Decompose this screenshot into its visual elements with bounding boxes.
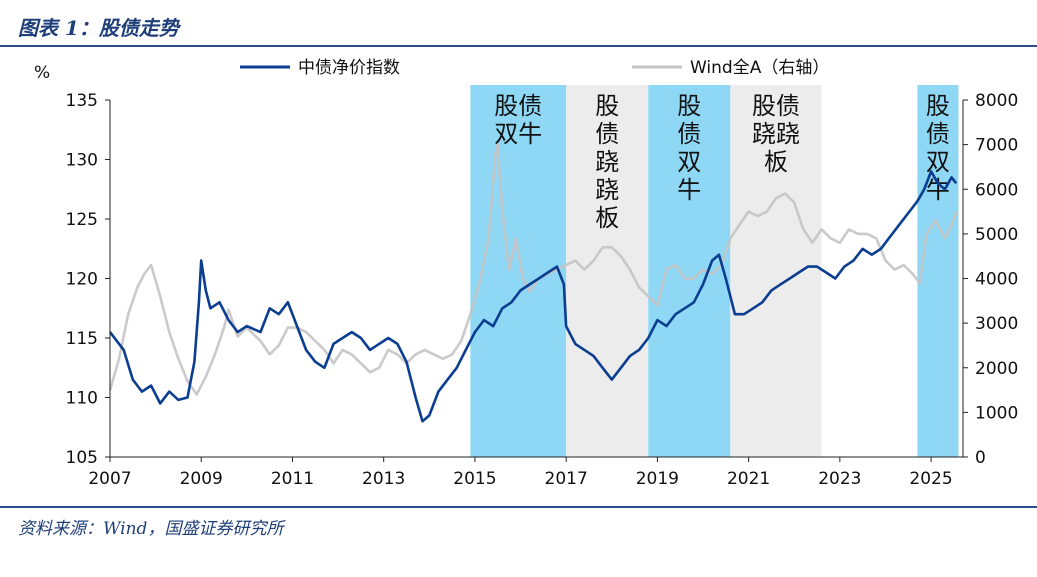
region-label-1-3: 跷: [595, 176, 619, 204]
region-band-3: [730, 85, 822, 457]
region-label-2-2: 双: [677, 148, 701, 176]
x-tick-label-1: 2009: [180, 469, 223, 489]
x-tick-label-9: 2025: [909, 469, 952, 489]
region-label-1-4: 板: [595, 204, 619, 232]
y-left-tick-label-4: 125: [66, 210, 98, 230]
region-label-4-3: 牛: [926, 176, 950, 204]
top-divider: [0, 45, 1037, 47]
region-label-1-0: 股: [595, 92, 619, 120]
x-tick-label-6: 2019: [636, 469, 679, 489]
y-left-tick-label-5: 130: [66, 151, 98, 171]
region-label-3-1: 跷跷: [752, 120, 800, 148]
region-label-3-0: 股债: [752, 92, 800, 120]
y-right-tick-label-8: 8000: [975, 91, 1018, 111]
region-label-4-2: 双: [926, 148, 950, 176]
x-tick-label-0: 2007: [88, 469, 131, 489]
y-right-tick-label-5: 5000: [975, 225, 1018, 245]
y-right-tick-label-3: 3000: [975, 314, 1018, 334]
y-left-tick-label-2: 115: [66, 329, 98, 349]
region-label-4-0: 股: [926, 92, 950, 120]
y-left-tick-label-1: 110: [66, 389, 98, 409]
y-right-tick-label-2: 2000: [975, 359, 1018, 379]
y-left-tick-label-6: 135: [66, 91, 98, 111]
region-label-3-2: 板: [764, 148, 788, 176]
region-band-1: [566, 85, 649, 457]
y-right-tick-label-6: 6000: [975, 180, 1018, 200]
y-right-tick-label-0: 0: [975, 448, 986, 468]
bottom-divider: [0, 506, 1037, 508]
x-tick-label-5: 2017: [545, 469, 588, 489]
regions-layer: [470, 85, 959, 457]
legend: 中债净价指数 Wind全A（右轴）: [240, 58, 829, 78]
region-label-1-1: 债: [595, 120, 619, 148]
series-line-0: [108, 170, 958, 423]
legend-label-0: 中债净价指数: [298, 58, 400, 78]
region-label-0-1: 双牛: [494, 120, 542, 148]
x-tick-label-7: 2021: [727, 469, 770, 489]
y-right-tick-label-1: 1000: [975, 403, 1018, 423]
y-left-tick-label-0: 105: [66, 448, 98, 468]
x-tick-label-4: 2015: [453, 469, 496, 489]
axes-layer: 105 110 115 120 125 130 135 0 1000 2000 3000 4000 50…: [34, 63, 1018, 489]
region-label-2-1: 债: [677, 120, 701, 148]
x-tick-label-2: 2011: [271, 469, 314, 489]
y-right-tick-label-4: 4000: [975, 270, 1018, 290]
y-right-tick-label-7: 7000: [975, 136, 1018, 156]
chart-title: 图表 1：股债走势: [18, 16, 179, 40]
region-label-2-0: 股: [677, 92, 701, 120]
y-left-tick-label-3: 120: [66, 270, 98, 290]
source-note: 资料来源：Wind，国盛证券研究所: [18, 519, 284, 539]
legend-label-1: Wind全A（右轴）: [690, 58, 829, 78]
region-label-4-1: 债: [926, 120, 950, 148]
region-label-0-0: 股债: [494, 92, 542, 120]
x-tick-label-8: 2023: [818, 469, 861, 489]
series-layer: [108, 143, 958, 423]
region-label-1-2: 跷: [595, 148, 619, 176]
y-left-unit-label: %: [34, 63, 50, 83]
region-label-2-3: 牛: [677, 176, 701, 204]
region-band-4: [917, 85, 959, 457]
x-tick-label-3: 2013: [362, 469, 405, 489]
